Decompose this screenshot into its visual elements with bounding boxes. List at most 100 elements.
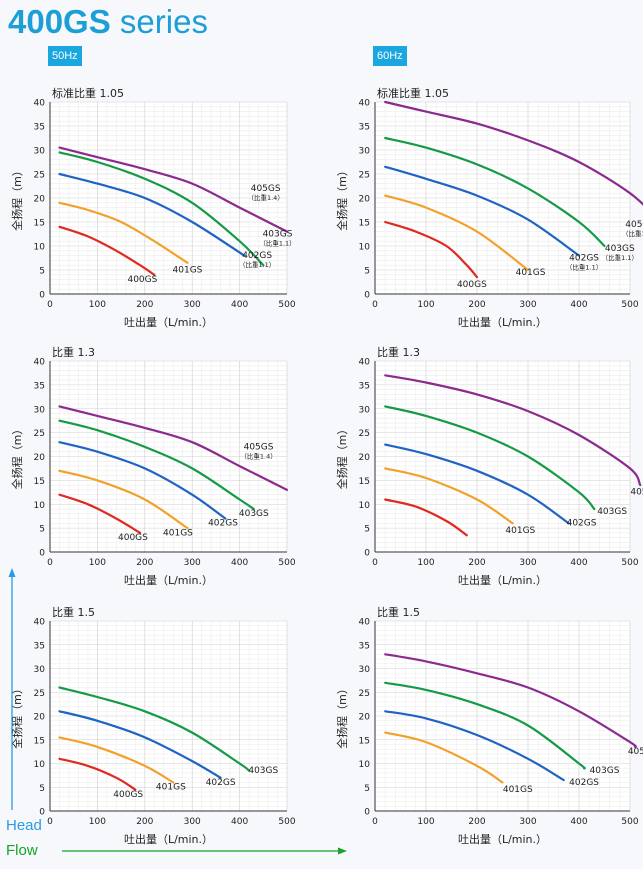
y-tick-label: 25: [34, 429, 45, 439]
y-tick-label: 20: [34, 713, 46, 723]
y-tick-label: 20: [359, 195, 371, 205]
y-tick-label: 10: [34, 243, 46, 253]
x-tick-label: 300: [519, 558, 536, 568]
y-axis-label: 全扬程（m）: [335, 424, 349, 490]
y-tick-label: 5: [364, 525, 370, 535]
freq-badge-60hz: 60Hz: [373, 46, 407, 66]
y-tick-label: 40: [359, 358, 371, 368]
head-legend-label: Head: [6, 817, 42, 834]
x-axis-label: 吐出量（L/min.）: [124, 573, 213, 587]
series-label: 401GS: [503, 785, 533, 795]
series-label-note: （比重1.1）: [259, 238, 295, 247]
series-line-405gs: [58, 405, 289, 491]
series-label-note: （比重1.1）: [602, 253, 638, 262]
y-axis-label: 全扬程（m）: [10, 683, 24, 749]
series-label: 405GS: [630, 488, 643, 498]
y-tick-label: 20: [34, 195, 46, 205]
series-line-400gs: [384, 220, 479, 279]
x-tick-label: 500: [278, 817, 295, 827]
x-tick-label: 200: [468, 817, 485, 827]
series-line-402gs: [58, 441, 227, 520]
x-axis-label: 吐出量（L/min.）: [458, 832, 547, 846]
series-label: 405GS: [625, 220, 643, 230]
x-tick-label: 300: [184, 558, 201, 568]
series-line-401gs: [384, 731, 504, 784]
series-label: 401GS: [505, 526, 535, 536]
y-tick-label: 30: [34, 147, 46, 157]
x-tick-label: 500: [621, 300, 638, 310]
series-label: 402GS: [569, 778, 599, 788]
y-tick-label: 5: [364, 784, 370, 794]
x-tick-label: 100: [89, 558, 106, 568]
chart-title: 比重 1.5: [377, 605, 420, 619]
title-series-code: 400GS: [8, 3, 111, 40]
x-tick-label: 400: [231, 558, 248, 568]
y-tick-label: 0: [364, 549, 370, 559]
series-label: 401GS: [163, 528, 193, 538]
x-tick-label: 400: [231, 817, 248, 827]
series-label: 402GS: [242, 251, 272, 261]
series-label: 401GS: [173, 265, 203, 275]
x-tick-label: 0: [372, 558, 378, 568]
y-tick-label: 10: [359, 501, 371, 511]
x-tick-label: 200: [136, 817, 153, 827]
y-tick-label: 35: [34, 381, 45, 391]
y-tick-label: 0: [364, 808, 370, 818]
x-tick-label: 500: [621, 558, 638, 568]
series-label: 403GS: [605, 244, 635, 254]
y-axis-label: 全扬程（m）: [10, 165, 24, 231]
y-tick-label: 0: [39, 291, 45, 301]
y-tick-label: 35: [359, 123, 370, 133]
y-tick-label: 35: [34, 123, 45, 133]
series-line-403gs: [58, 419, 255, 511]
x-tick-label: 0: [47, 817, 53, 827]
series-label: 402GS: [569, 253, 599, 263]
chart-title: 标准比重 1.05: [377, 86, 449, 100]
y-tick-label: 30: [34, 405, 46, 415]
x-tick-label: 300: [519, 300, 536, 310]
x-tick-label: 300: [184, 817, 201, 827]
series-label: 402GS: [208, 519, 238, 529]
series-label-note: （比重1.4）: [247, 193, 283, 202]
series-label: 400GS: [127, 275, 157, 285]
y-tick-label: 30: [359, 665, 371, 675]
freq-badge-50hz: 50Hz: [48, 46, 82, 66]
series-label: 402GS: [206, 778, 236, 788]
series-line-403gs: [384, 405, 596, 511]
x-tick-label: 400: [570, 817, 587, 827]
series-label: 405GS: [244, 442, 274, 452]
x-axis-label: 吐出量（L/min.）: [458, 573, 547, 587]
x-axis-label: 吐出量（L/min.）: [458, 315, 547, 329]
series-label: 403GS: [590, 766, 620, 776]
series-label: 403GS: [248, 766, 278, 776]
series-line-403gs: [384, 681, 586, 770]
series-line-400gs: [58, 493, 142, 534]
series-line-403gs: [384, 136, 606, 248]
series-line-401gs: [58, 736, 175, 784]
y-tick-label: 25: [359, 429, 370, 439]
series-line-401gs: [384, 467, 514, 525]
series-line-402gs: [384, 710, 565, 782]
y-tick-label: 25: [359, 689, 370, 699]
series-line-405gs: [384, 100, 643, 206]
y-tick-label: 15: [359, 736, 370, 746]
series-line-400gs: [384, 498, 468, 537]
y-tick-label: 10: [34, 760, 46, 770]
x-tick-label: 0: [372, 817, 378, 827]
series-label: 403GS: [263, 229, 293, 239]
y-tick-label: 35: [34, 641, 45, 651]
series-line-405gs: [384, 374, 642, 487]
chart-title: 比重 1.3: [52, 345, 95, 359]
y-tick-label: 30: [34, 665, 46, 675]
x-tick-label: 400: [570, 300, 587, 310]
series-label: 403GS: [239, 509, 269, 519]
series-label: 400GS: [118, 533, 148, 543]
y-tick-label: 0: [39, 808, 45, 818]
x-tick-label: 100: [89, 817, 106, 827]
x-tick-label: 400: [231, 300, 248, 310]
y-tick-label: 5: [39, 267, 45, 277]
page-title: 400GS series: [8, 2, 208, 42]
y-axis-label: 全扬程（m）: [10, 424, 24, 490]
x-tick-label: 200: [136, 300, 153, 310]
